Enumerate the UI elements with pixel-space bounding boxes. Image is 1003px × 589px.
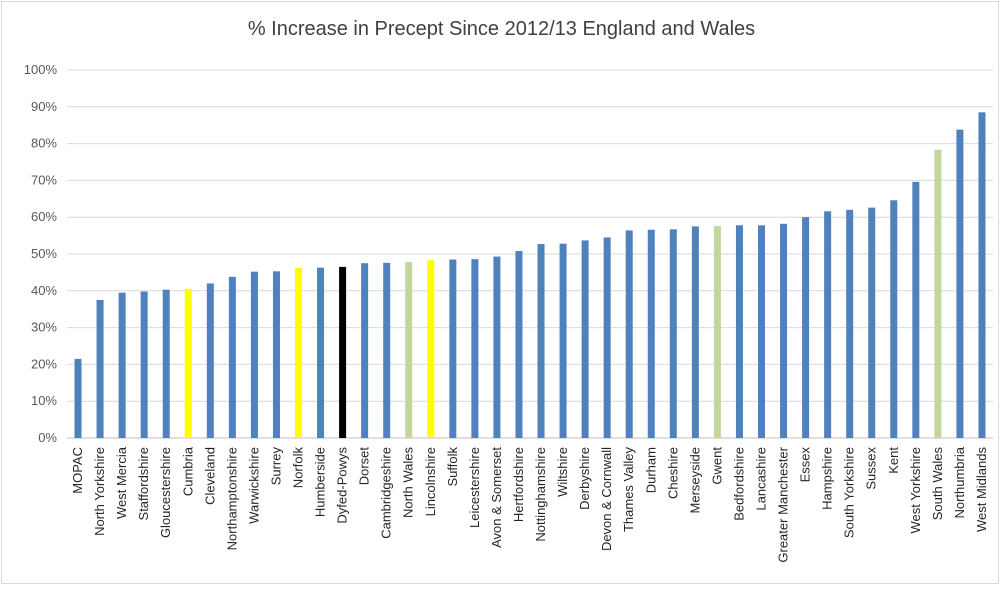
bar (559, 243, 567, 438)
bar (934, 149, 942, 438)
bar (603, 237, 611, 438)
x-category-label: Bedfordshire (731, 447, 746, 521)
bar (735, 225, 743, 438)
x-category-label: Cleveland (202, 447, 217, 505)
x-category-label: MOPAC (70, 447, 85, 494)
bar (449, 259, 457, 438)
x-category-label: South Yorkshire (842, 447, 857, 538)
bar (96, 300, 104, 438)
x-category-label: Staffordshire (136, 447, 151, 520)
x-category-label: Dyfed-Powys (335, 447, 350, 524)
x-category-label: West Mercia (114, 446, 129, 519)
bar (625, 230, 633, 438)
bar (405, 262, 413, 438)
bar (206, 283, 214, 438)
x-category-label: Hertfordshire (511, 447, 526, 522)
x-category-label: Derbyshire (577, 447, 592, 510)
x-category-label: Dorset (357, 447, 372, 486)
y-tick-label: 10% (31, 393, 57, 408)
bar (383, 262, 391, 438)
y-tick-label: 0% (38, 430, 57, 445)
bar (956, 129, 964, 438)
x-category-label: Suffolk (445, 447, 460, 487)
x-category-label: West Yorkshire (908, 447, 923, 533)
y-tick-label: 30% (31, 320, 57, 335)
bar (515, 251, 523, 438)
chart-title: % Increase in Precept Since 2012/13 Engl… (247, 18, 756, 40)
bar (471, 259, 479, 438)
bar (250, 271, 258, 438)
bar (272, 271, 280, 438)
bar (140, 291, 148, 438)
x-category-label: Surrey (268, 447, 283, 486)
y-tick-label: 40% (31, 283, 57, 298)
bar (184, 288, 192, 438)
x-category-label: Northumbria (952, 446, 967, 518)
x-category-label: Humberside (313, 447, 328, 517)
x-category-label: Devon & Cornwall (599, 447, 614, 551)
bar (978, 112, 986, 438)
x-category-label: Cambridgeshire (379, 447, 394, 539)
x-category-label: Lancashire (754, 447, 769, 511)
x-category-label: Nottinghamshire (533, 447, 548, 542)
bar (361, 263, 369, 438)
y-tick-label: 70% (31, 172, 57, 187)
bar (890, 200, 898, 438)
bar (868, 207, 876, 438)
x-category-label: Wiltshire (555, 447, 570, 497)
x-category-label: Cumbria (180, 446, 195, 496)
y-tick-label: 60% (31, 209, 57, 224)
x-category-label: Kent (886, 447, 901, 474)
bar (537, 244, 545, 438)
x-category-label: Warwickshire (246, 447, 261, 524)
bar (912, 181, 920, 438)
y-tick-label: 50% (31, 246, 57, 261)
bar (228, 276, 236, 438)
x-category-label: Cheshire (665, 447, 680, 499)
bar (647, 229, 655, 438)
x-category-label: Greater Manchester (776, 446, 791, 562)
x-category-label: Northamptonshire (224, 447, 239, 550)
y-tick-label: 20% (31, 356, 57, 371)
bar (713, 226, 721, 438)
x-category-label: Gloucestershire (158, 447, 173, 538)
x-category-label: Sussex (864, 447, 879, 490)
bar (780, 223, 788, 438)
x-category-label: Merseyside (687, 447, 702, 513)
x-category-label: West Midlands (974, 447, 989, 533)
x-category-label: Durham (643, 447, 658, 493)
bar (493, 256, 501, 438)
y-tick-label: 80% (31, 136, 57, 151)
bar (427, 260, 435, 438)
bar (758, 225, 765, 438)
x-category-label: Thames Valley (621, 447, 636, 533)
x-category-label: Lincolnshire (423, 447, 438, 516)
bar (162, 289, 170, 438)
y-tick-label: 100% (24, 62, 58, 77)
x-category-label: South Wales (930, 447, 945, 521)
bar (295, 267, 302, 438)
bar (691, 226, 699, 438)
x-category-label: Avon & Somerset (489, 447, 504, 548)
x-category-label: Leicestershire (467, 447, 482, 528)
x-category-label: Gwent (709, 447, 724, 485)
x-category-label: North Yorkshire (92, 447, 107, 536)
bar (74, 358, 82, 438)
bar (802, 217, 810, 438)
bar (669, 229, 677, 438)
x-category-label: Norfolk (291, 447, 306, 489)
bar (317, 267, 325, 438)
x-category-label: Hampshire (820, 447, 835, 510)
bar (118, 292, 126, 438)
x-category-label: Essex (798, 447, 813, 483)
y-tick-label: 90% (31, 99, 57, 114)
bar (846, 209, 854, 438)
x-category-label: North Wales (401, 447, 416, 519)
bar (824, 211, 832, 438)
bar (581, 240, 589, 438)
bar (339, 266, 347, 438)
